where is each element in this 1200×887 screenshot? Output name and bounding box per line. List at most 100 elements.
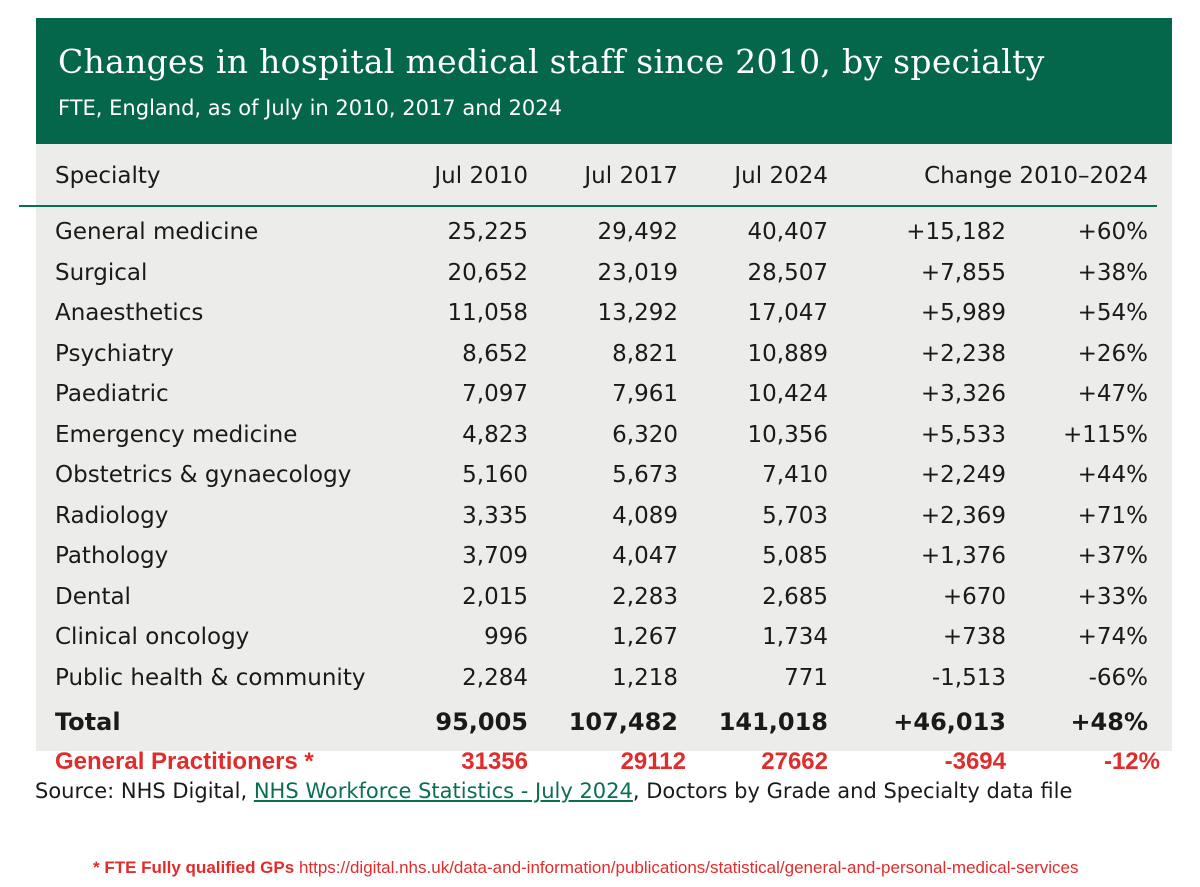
total-change: +46,013 [893, 708, 1006, 736]
source-link[interactable]: NHS Workforce Statistics - July 2024 [253, 779, 633, 803]
col-header-jul2010: Jul 2010 [434, 163, 528, 189]
cell-specialty: Pathology [55, 543, 169, 569]
cell-jul2010: 996 [484, 624, 528, 650]
table-row: Pathology 3,709 4,047 5,085 +1,376 +37% [36, 536, 1172, 576]
table-row: Obstetrics & gynaecology 5,160 5,673 7,410 +… [36, 455, 1172, 495]
cell-jul2017: 6,320 [612, 421, 678, 448]
total-row: Total 95,005 107,482 141,018 +46,013 +48… [36, 702, 1172, 742]
cell-jul2024: 5,085 [762, 543, 828, 569]
cell-pct: +74% [1077, 624, 1148, 650]
gp-jul2017: 29112 [620, 748, 686, 775]
cell-pct: +37% [1077, 543, 1148, 569]
col-header-change: Change 2010–2024 [924, 163, 1148, 189]
footnote-url[interactable]: https://digital.nhs.uk/data-and-informat… [298, 858, 1079, 877]
cell-change: +738 [942, 624, 1006, 650]
cell-jul2017: 1,267 [612, 624, 678, 650]
table-row: General medicine 25,225 29,492 40,407 +15,18… [36, 212, 1172, 252]
cell-specialty: Paediatric [55, 381, 169, 407]
cell-jul2024: 10,424 [747, 381, 828, 407]
total-label: Total [55, 708, 121, 736]
cell-jul2024: 10,356 [747, 421, 828, 448]
cell-change: +5,989 [920, 300, 1006, 326]
source-prefix: Source: NHS Digital, [35, 779, 254, 803]
gp-jul2024: 27662 [761, 748, 828, 775]
source-suffix: , Doctors by Grade and Specialty data fi… [632, 779, 1073, 803]
table-row: Anaesthetics 11,058 13,292 17,047 +5,989 +54% [36, 293, 1172, 333]
total-pct: +48% [1070, 708, 1148, 736]
cell-jul2010: 4,823 [462, 421, 528, 448]
cell-pct: +47% [1077, 381, 1148, 407]
cell-specialty: Anaesthetics [55, 300, 204, 326]
source-line: Source: NHS Digital, NHS Workforce Stati… [35, 776, 1072, 806]
cell-jul2017: 13,292 [597, 300, 678, 326]
page-subtitle: FTE, England, as of July in 2010, 2017 a… [58, 96, 562, 120]
cell-specialty: Psychiatry [55, 340, 174, 367]
total-jul2010: 95,005 [435, 708, 528, 736]
footnote-label: * FTE Fully qualified GPs [93, 858, 295, 877]
cell-pct: -66% [1088, 664, 1148, 691]
cell-jul2024: 10,889 [747, 340, 828, 367]
col-header-jul2017: Jul 2017 [584, 163, 678, 189]
cell-change: +1,376 [920, 543, 1006, 569]
cell-jul2017: 29,492 [597, 219, 678, 245]
table-row: Psychiatry 8,652 8,821 10,889 +2,238 +26% [36, 334, 1172, 374]
gp-label: General Practitioners * [55, 748, 314, 775]
cell-jul2017: 7,961 [612, 381, 678, 407]
cell-specialty: Emergency medicine [55, 421, 298, 448]
cell-specialty: Radiology [55, 502, 169, 529]
table-header-row: Specialty Jul 2010 Jul 2017 Jul 2024 Cha… [36, 156, 1172, 196]
table-row: Surgical 20,652 23,019 28,507 +7,855 +38% [36, 253, 1172, 293]
cell-jul2010: 11,058 [447, 300, 528, 326]
cell-change: +5,533 [920, 421, 1006, 448]
table-panel: Specialty Jul 2010 Jul 2017 Jul 2024 Cha… [36, 144, 1172, 751]
gp-jul2010: 31356 [461, 748, 528, 775]
cell-pct: +71% [1077, 502, 1148, 529]
cell-jul2017: 2,283 [612, 583, 678, 610]
cell-jul2024: 28,507 [747, 259, 828, 286]
cell-jul2017: 1,218 [612, 664, 678, 691]
table-row: Public health & community 2,284 1,218 771 -1… [36, 658, 1172, 698]
cell-jul2017: 23,019 [597, 259, 678, 286]
table-row: Emergency medicine 4,823 6,320 10,356 +5,533… [36, 415, 1172, 455]
cell-specialty: Surgical [55, 259, 148, 286]
cell-jul2024: 1,734 [762, 624, 828, 650]
cell-specialty: Public health & community [55, 664, 366, 691]
cell-pct: +38% [1077, 259, 1148, 286]
gp-change: -3694 [944, 748, 1006, 775]
cell-change: +670 [942, 583, 1006, 610]
cell-change: -1,513 [931, 664, 1006, 691]
cell-change: +2,238 [920, 340, 1006, 367]
page-title: Changes in hospital medical staff since … [58, 42, 1045, 81]
col-header-jul2024: Jul 2024 [734, 163, 828, 189]
cell-change: +2,249 [920, 462, 1006, 488]
cell-jul2010: 8,652 [462, 340, 528, 367]
gp-row: General Practitioners * 31356 29112 2766… [36, 739, 1172, 779]
table-row: Dental 2,015 2,283 2,685 +670 +33% [36, 577, 1172, 617]
cell-jul2024: 17,047 [747, 300, 828, 326]
table-row: Clinical oncology 996 1,267 1,734 +738 +74% [36, 617, 1172, 657]
cell-specialty: Dental [55, 583, 131, 610]
cell-jul2010: 5,160 [462, 462, 528, 488]
cell-jul2010: 3,335 [462, 502, 528, 529]
cell-jul2017: 5,673 [612, 462, 678, 488]
cell-jul2010: 20,652 [447, 259, 528, 286]
chart-header: Changes in hospital medical staff since … [36, 18, 1172, 144]
table-row: Radiology 3,335 4,089 5,703 +2,369 +71% [36, 496, 1172, 536]
cell-jul2010: 2,015 [462, 583, 528, 610]
cell-jul2024: 5,703 [762, 502, 828, 529]
cell-jul2017: 4,089 [612, 502, 678, 529]
col-header-specialty: Specialty [55, 163, 161, 189]
cell-change: +3,326 [920, 381, 1006, 407]
cell-pct: +115% [1062, 421, 1148, 448]
cell-change: +7,855 [920, 259, 1006, 286]
cell-jul2010: 3,709 [462, 543, 528, 569]
cell-jul2017: 4,047 [612, 543, 678, 569]
cell-pct: +26% [1077, 340, 1148, 367]
cell-jul2010: 2,284 [462, 664, 528, 691]
cell-specialty: Obstetrics & gynaecology [55, 462, 352, 488]
cell-pct: +44% [1077, 462, 1148, 488]
cell-specialty: Clinical oncology [55, 624, 250, 650]
cell-change: +15,182 [906, 219, 1006, 245]
cell-pct: +54% [1077, 300, 1148, 326]
total-jul2024: 141,018 [718, 708, 828, 736]
